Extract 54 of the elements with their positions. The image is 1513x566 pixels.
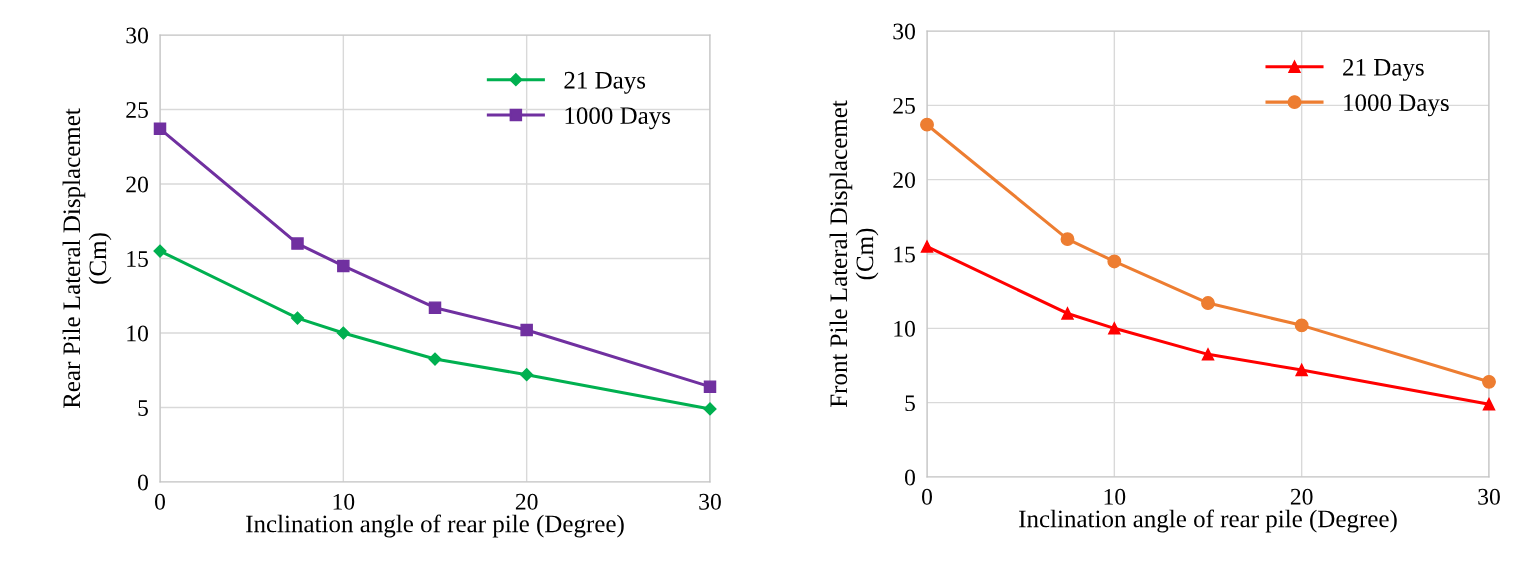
x-tick-label: 30 <box>699 493 721 510</box>
y-axis-title: Rear Pile Lateral Displacemet (Cm) <box>62 108 112 409</box>
x-tick-label: 0 <box>922 488 932 505</box>
point <box>336 326 350 340</box>
point <box>1060 232 1075 247</box>
point <box>520 368 534 382</box>
x-tick-label: 20 <box>515 493 538 510</box>
y-tick-label: 25 <box>893 97 915 114</box>
legend-label: 1000 Days <box>1344 94 1449 117</box>
x-axis-title: Inclination angle of rear pile (Degree) <box>246 514 624 538</box>
x-axis-title: Inclination angle of rear pile (Degree) <box>1019 509 1397 533</box>
legend-label: 21 Days <box>564 71 646 94</box>
point <box>1295 363 1308 377</box>
legend-label: 21 Days <box>1343 58 1424 81</box>
legend-label: 1000 Days <box>565 107 671 130</box>
y-tick-label: 25 <box>126 102 148 118</box>
point <box>703 402 717 416</box>
y-tick-label: 30 <box>893 23 915 40</box>
point <box>153 244 167 258</box>
x-tick-label: 30 <box>1478 488 1500 505</box>
y-tick-label: 30 <box>126 27 148 44</box>
y-tick-label: 5 <box>905 395 915 412</box>
point <box>428 352 442 366</box>
y-tick-label: 20 <box>126 176 148 193</box>
y-tick-label: 5 <box>138 400 148 416</box>
x-tick-label: 0 <box>155 493 165 510</box>
point <box>1201 348 1215 361</box>
point <box>153 122 167 136</box>
point <box>1482 397 1496 411</box>
point <box>1108 322 1121 335</box>
point <box>920 240 934 253</box>
point <box>1294 318 1309 333</box>
y-axis-title: Front Pile Lateral Displacemet (Cm) <box>829 100 879 408</box>
point <box>428 301 442 314</box>
point <box>1201 296 1215 311</box>
y-tick-label: 10 <box>127 325 148 342</box>
x-tick-label: 20 <box>1290 488 1313 505</box>
point <box>290 311 305 325</box>
point <box>1107 254 1122 269</box>
y-tick-label: 10 <box>894 320 915 337</box>
y-tick-label: 15 <box>127 251 148 267</box>
point <box>1482 374 1496 389</box>
point <box>920 117 934 132</box>
x-tick-label: 10 <box>1104 488 1126 505</box>
x-tick-label: 10 <box>333 493 355 510</box>
y-tick-label: 15 <box>894 246 915 263</box>
point <box>337 259 350 273</box>
y-tick-label: 20 <box>893 172 915 189</box>
point <box>1061 307 1074 320</box>
y-tick-label: 0 <box>137 474 148 491</box>
point <box>520 323 533 337</box>
point <box>291 237 304 250</box>
point <box>703 380 717 393</box>
y-tick-label: 0 <box>904 469 915 486</box>
